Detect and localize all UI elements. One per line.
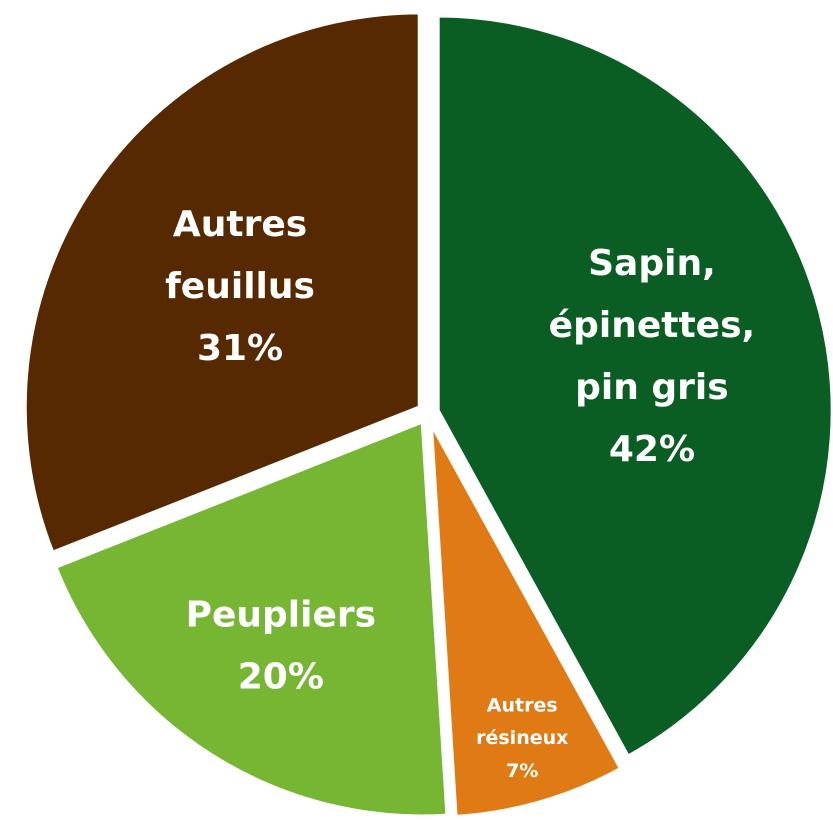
slice-value-label: 31% (197, 328, 283, 369)
slice-value-label: 20% (238, 656, 324, 697)
slice-label-line: épinettes, (549, 305, 756, 346)
slice-label-line: Peupliers (186, 595, 376, 636)
slice-label-line: Sapin, (588, 243, 716, 284)
slice-value-label: 7% (506, 760, 538, 782)
slice-label-line: pin gris (575, 367, 729, 408)
slice-label-line: Autres (487, 694, 558, 716)
chart: Sapin, épinettes, pin gris 42% Autres résineu… (0, 0, 833, 820)
slice-value-label: 42% (609, 429, 695, 470)
slice-label-line: feuillus (165, 266, 315, 307)
slice-label-line: Autres (173, 204, 307, 245)
slice-label-line: résineux (476, 727, 568, 749)
